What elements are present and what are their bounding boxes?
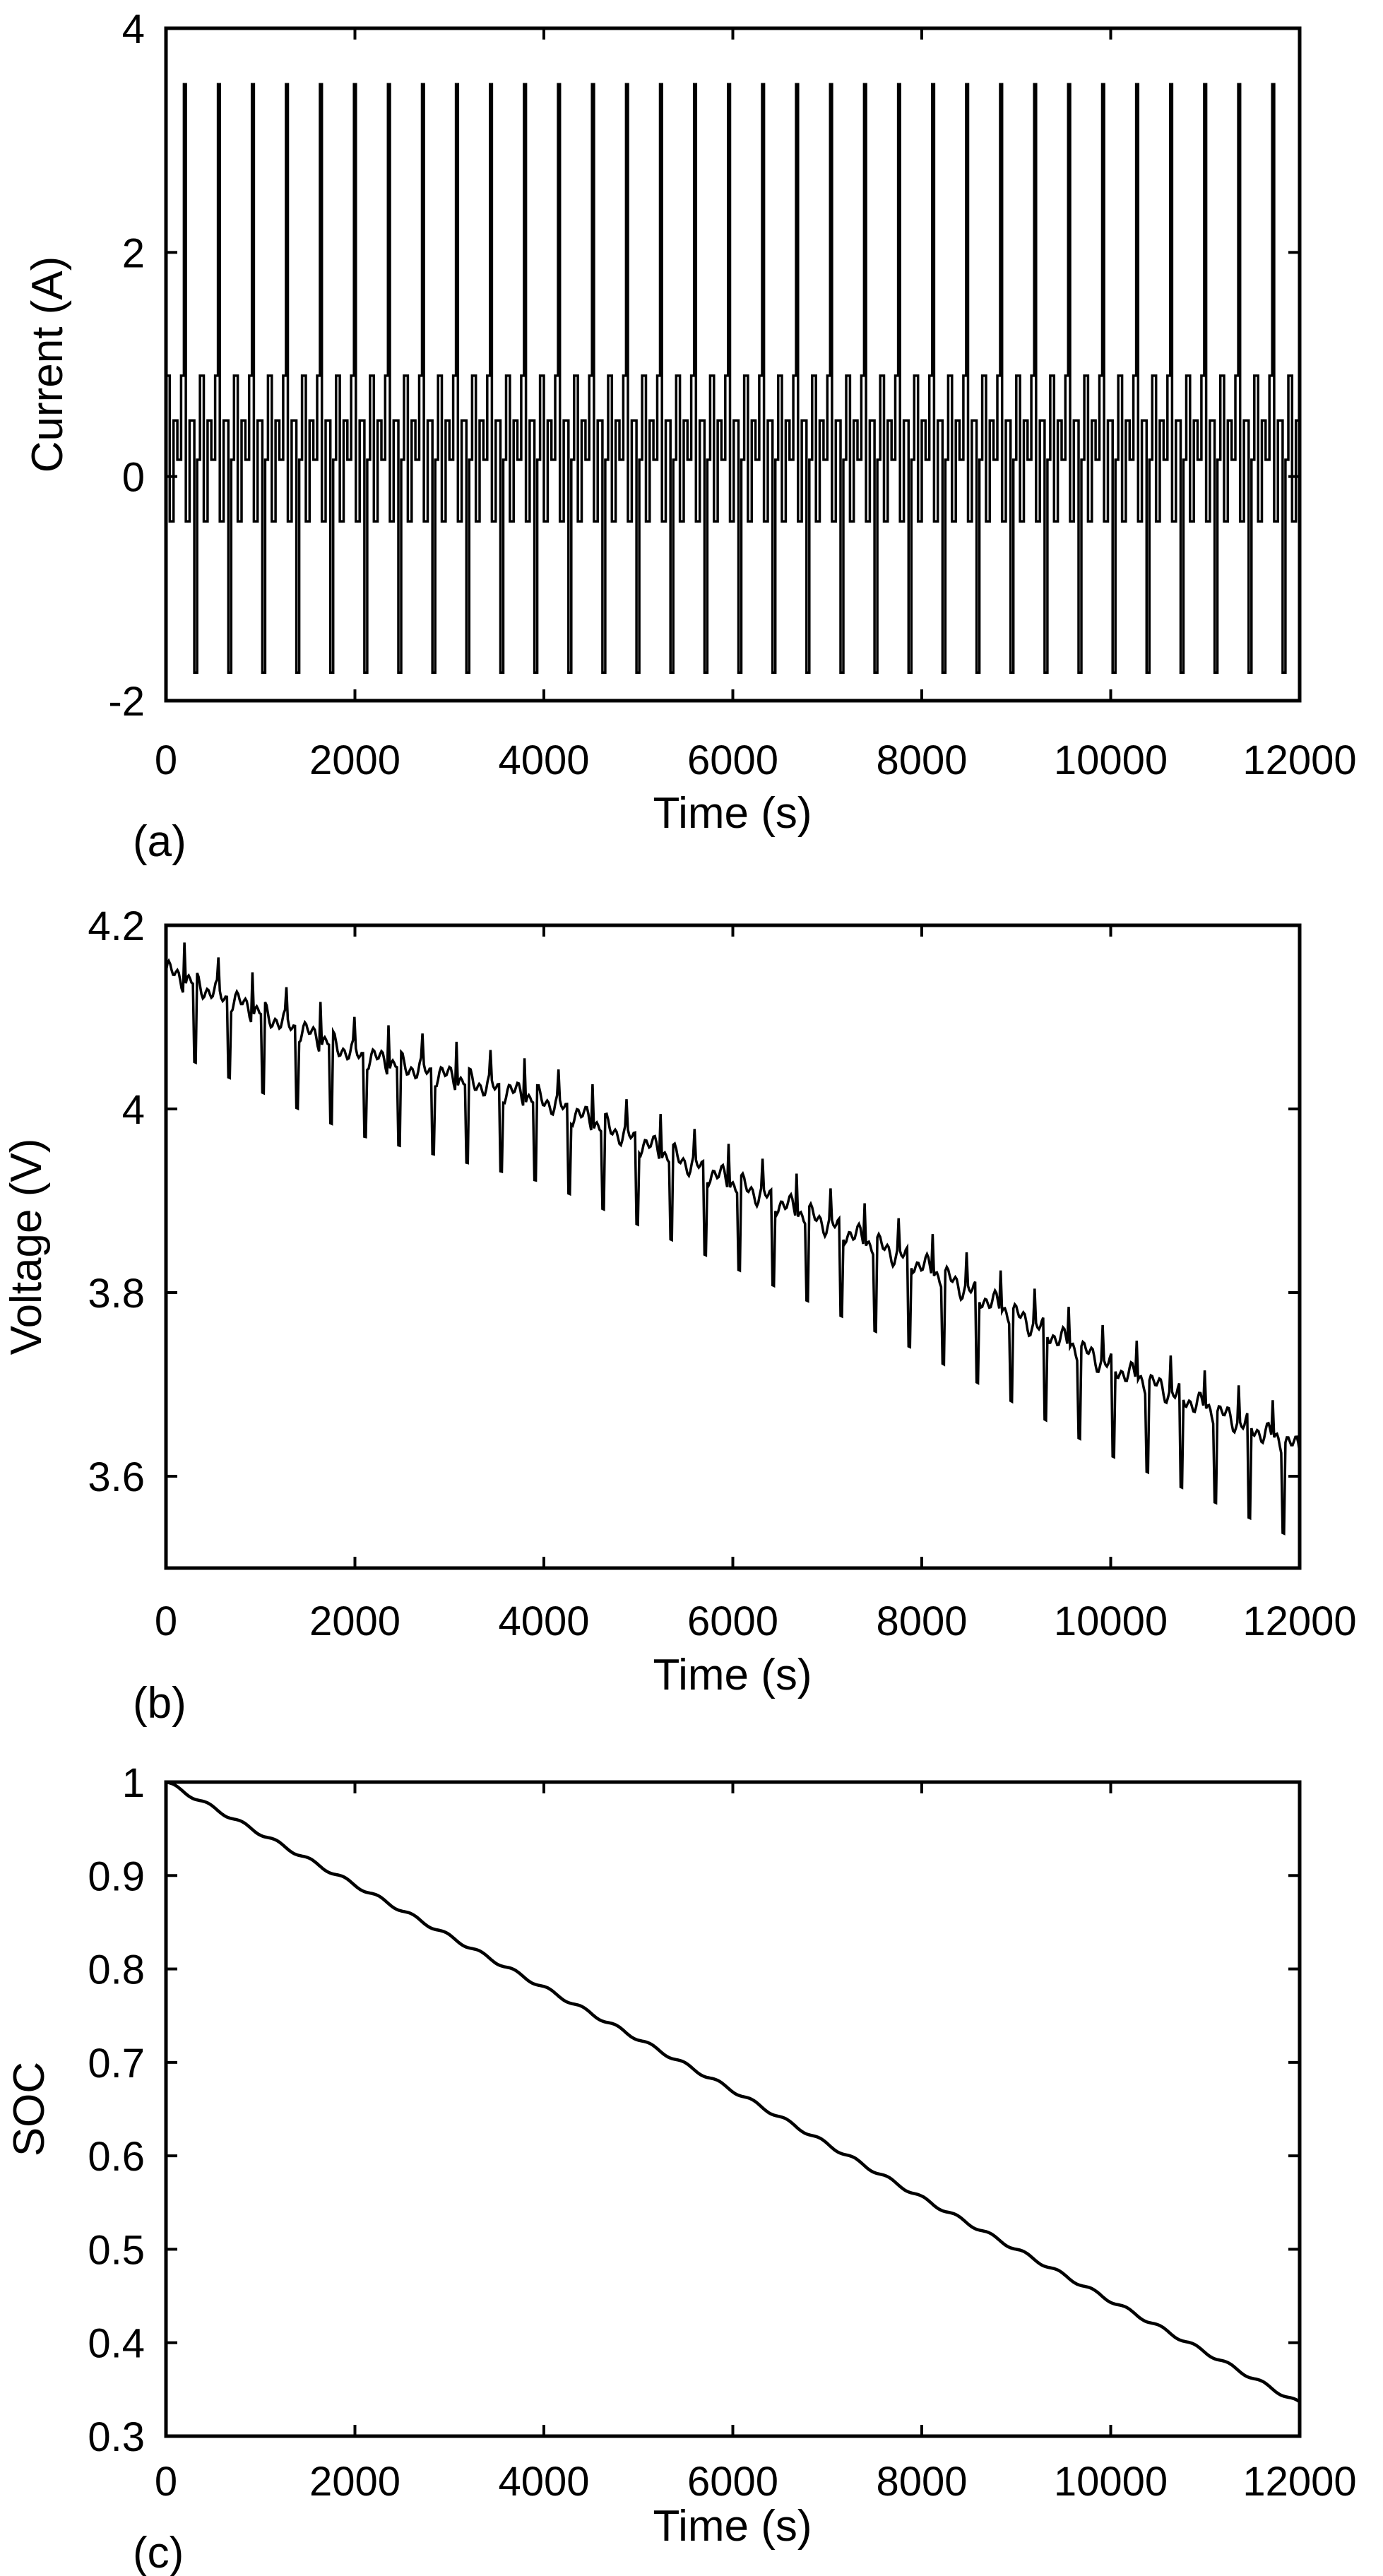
x-tick-label: 2000 (309, 1598, 400, 1644)
x-tick-label: 6000 (687, 737, 778, 783)
panel-label-a: (a) (133, 817, 186, 866)
current-line-series (166, 83, 1301, 675)
soc-plot-frame (164, 1780, 1302, 2438)
voltage-line-series (165, 942, 1301, 1536)
x-tick-label: 4000 (498, 737, 589, 783)
y-tick-label: 1 (122, 1760, 145, 1806)
y-tick-label: 2 (122, 230, 145, 276)
soc-series-line (165, 1780, 1301, 2404)
y-tick-label: 4 (122, 6, 145, 52)
voltage-plot-frame (164, 923, 1302, 1570)
x-tick-label: 10000 (1054, 737, 1168, 783)
x-tick-label: 10000 (1054, 1598, 1168, 1644)
x-tick-label: 12000 (1242, 737, 1356, 783)
x-tick-label: 8000 (876, 2459, 967, 2505)
voltage-chart: 0 2000 4000 6000 8000 10000 12000 3.6 3.8 4 4.2 T… (2, 903, 1357, 1728)
current-series-line (166, 83, 1301, 675)
x-tick-label: 4000 (498, 2459, 589, 2505)
soc-x-axis-label: Time (s) (653, 2502, 812, 2551)
y-tick-label: -2 (108, 679, 145, 725)
y-tick-label: 0.3 (88, 2414, 145, 2460)
x-tick-label: 12000 (1242, 2459, 1356, 2505)
x-tick-label: 4000 (498, 1598, 589, 1644)
x-tick-label: 2000 (309, 737, 400, 783)
y-tick-label: 3.6 (88, 1454, 145, 1500)
y-tick-label: 4.2 (88, 903, 145, 949)
y-tick-label: 0.5 (88, 2227, 145, 2273)
x-tick-label: 6000 (687, 2459, 778, 2505)
y-tick-label: 0 (122, 455, 145, 501)
y-tick-label: 0.4 (88, 2321, 145, 2367)
soc-chart: 0 2000 4000 6000 8000 10000 12000 0.3 0.4 0.5 0.6… (5, 1760, 1357, 2576)
soc-line-series (165, 1780, 1301, 2404)
y-tick-label: 0.7 (88, 2041, 145, 2087)
x-tick-label: 12000 (1242, 1598, 1356, 1644)
voltage-y-axis-label: Voltage (V) (2, 1139, 51, 1355)
x-tick-label: 2000 (309, 2459, 400, 2505)
voltage-x-ticks: 0 2000 4000 6000 8000 10000 12000 (155, 925, 1357, 1644)
y-tick-label: 0.9 (88, 1853, 145, 1899)
soc-x-ticks: 0 2000 4000 6000 8000 10000 12000 (155, 1782, 1357, 2505)
current-x-axis-label: Time (s) (653, 789, 812, 838)
x-tick-label: 0 (155, 1598, 177, 1644)
x-tick-label: 10000 (1054, 2459, 1168, 2505)
current-plot-frame (164, 26, 1302, 703)
x-tick-label: 6000 (687, 1598, 778, 1644)
x-tick-label: 0 (155, 2459, 177, 2505)
voltage-series-line (165, 942, 1301, 1536)
y-tick-label: 3.8 (88, 1271, 145, 1317)
y-tick-label: 4 (122, 1087, 145, 1133)
y-tick-label: 0.8 (88, 1947, 145, 1993)
soc-y-axis-label: SOC (5, 2062, 54, 2156)
x-tick-label: 8000 (876, 1598, 967, 1644)
current-y-axis-label: Current (A) (23, 256, 72, 473)
current-x-ticks: 0 2000 4000 6000 8000 10000 12000 (155, 28, 1357, 783)
x-tick-label: 8000 (876, 737, 967, 783)
y-tick-label: 0.6 (88, 2134, 145, 2180)
panel-label-c: (c) (133, 2529, 184, 2576)
current-y-ticks: -2 0 2 4 (108, 6, 1300, 725)
soc-y-ticks: 0.3 0.4 0.5 0.6 0.7 0.8 0.9 1 (88, 1760, 1300, 2460)
panel-label-b: (b) (133, 1679, 186, 1728)
voltage-y-ticks: 3.6 3.8 4 4.2 (88, 903, 1300, 1500)
voltage-x-axis-label: Time (s) (653, 1651, 812, 1699)
x-tick-label: 0 (155, 737, 177, 783)
